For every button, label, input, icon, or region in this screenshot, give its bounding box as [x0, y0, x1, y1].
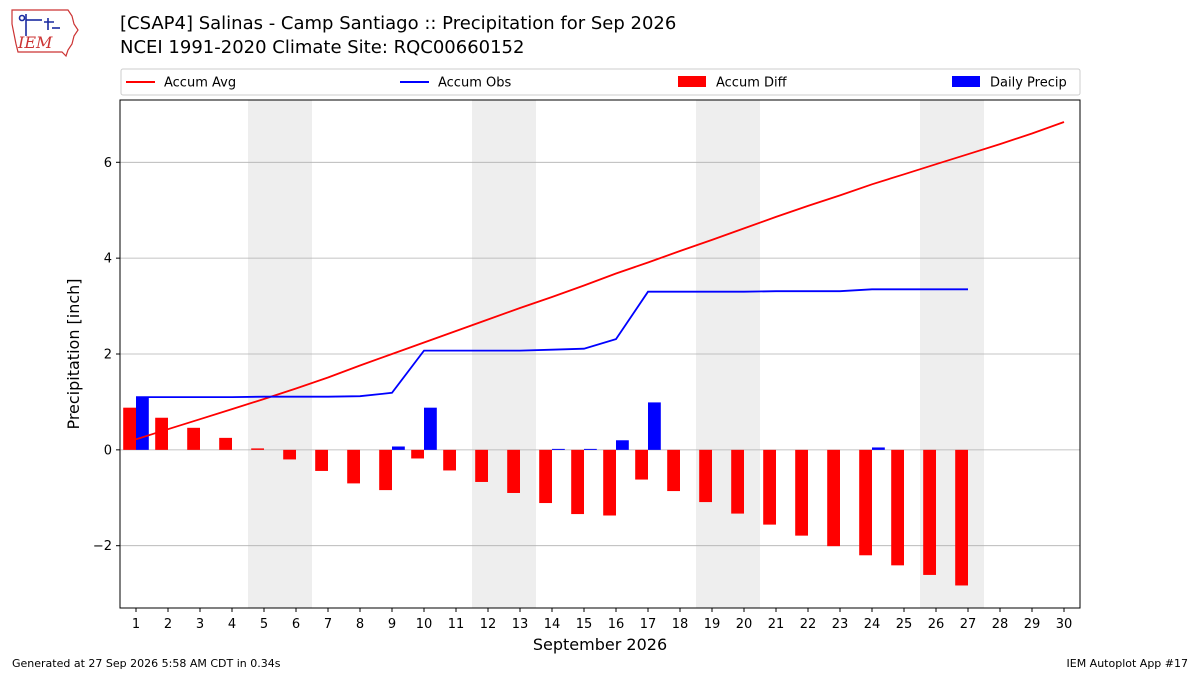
- x-tick-label-3: 3: [196, 617, 204, 632]
- x-tick-label-29: 29: [1024, 617, 1041, 632]
- accum-diff-bar-14: [539, 449, 552, 504]
- accum-diff-bar-21: [763, 449, 776, 525]
- iem-logo: IEM: [11, 9, 79, 58]
- app-note: IEM Autoplot App #17: [1066, 657, 1189, 670]
- x-tick-label-9: 9: [388, 617, 396, 632]
- x-tick-label-28: 28: [992, 617, 1009, 632]
- y-tick-label-2: 2: [104, 348, 112, 363]
- x-tick-label-6: 6: [292, 617, 300, 632]
- accum-diff-bar-13: [507, 449, 520, 493]
- accum-diff-bar-15: [571, 449, 584, 515]
- chart-title: [CSAP4] Salinas - Camp Santiago :: Preci…: [120, 12, 676, 60]
- legend-frame: [120, 68, 1081, 96]
- daily-precip-bar-10: [424, 407, 437, 450]
- plot-frame: [119, 99, 1081, 609]
- x-tick-label-4: 4: [228, 617, 236, 632]
- accum-diff-bar-3: [187, 427, 200, 450]
- accum-diff-bar-24: [859, 449, 872, 556]
- y-tick-label-6: 6: [104, 156, 112, 171]
- accum-diff-bar-6: [283, 449, 296, 460]
- x-tick-label-26: 26: [928, 617, 945, 632]
- legend-label-accum-avg: Accum Avg: [164, 76, 236, 91]
- accum-diff-bar-8: [347, 449, 360, 484]
- accum-diff-bar-11: [443, 449, 456, 471]
- accum-avg-line: [135, 121, 1065, 441]
- accum-diff-bar-4: [219, 437, 232, 450]
- x-tick-label-30: 30: [1056, 617, 1073, 632]
- x-tick-label-18: 18: [672, 617, 689, 632]
- accum-diff-bar-25: [891, 449, 904, 566]
- x-tick-label-17: 17: [640, 617, 657, 632]
- x-tick-label-12: 12: [480, 617, 497, 632]
- title-line-2: NCEI 1991-2020 Climate Site: RQC00660152: [120, 37, 525, 58]
- accum-diff-bar-17: [635, 449, 648, 480]
- x-tick-label-22: 22: [800, 617, 817, 632]
- y-tick-label-4: 4: [104, 252, 112, 267]
- x-tick-label-7: 7: [324, 617, 332, 632]
- accum-obs-line: [136, 288, 968, 399]
- x-tick-label-24: 24: [864, 617, 881, 632]
- legend-label-accum-diff: Accum Diff: [716, 76, 788, 91]
- accum-diff-bar-5: [251, 448, 264, 450]
- daily-precip-bar-17: [648, 402, 661, 450]
- daily-precip-bar-9: [392, 446, 405, 450]
- x-tick-label-10: 10: [416, 617, 433, 632]
- legend-label-accum-obs: Accum Obs: [438, 76, 511, 91]
- accum-diff-bar-2: [155, 417, 168, 450]
- title-line-1: [CSAP4] Salinas - Camp Santiago :: Preci…: [120, 13, 677, 34]
- x-tick-label-19: 19: [704, 617, 721, 632]
- x-tick-label-2: 2: [164, 617, 172, 632]
- x-tick-label-20: 20: [736, 617, 753, 632]
- x-tick-label-14: 14: [544, 617, 561, 632]
- legend-swatch-daily-precip: [952, 76, 980, 87]
- x-tick-label-16: 16: [608, 617, 625, 632]
- legend-swatch-accum-diff: [678, 76, 706, 87]
- x-axis-label: September 2026: [533, 635, 667, 654]
- x-tick-label-15: 15: [576, 617, 593, 632]
- x-tick-label-1: 1: [132, 617, 140, 632]
- x-tick-label-5: 5: [260, 617, 268, 632]
- legend-label-daily-precip: Daily Precip: [990, 76, 1067, 91]
- accum-diff-bar-9: [379, 449, 392, 491]
- accum-diff-bar-1: [123, 407, 136, 450]
- accum-diff-bar-18: [667, 449, 680, 492]
- accum-diff-bar-7: [315, 449, 328, 471]
- x-tick-label-27: 27: [960, 617, 977, 632]
- accum-diff-bar-27: [955, 449, 968, 586]
- accum-diff-bar-20: [731, 449, 744, 514]
- iem-logo-text: IEM: [17, 33, 53, 52]
- daily-precip-bar-24: [872, 447, 885, 450]
- x-tick-label-11: 11: [448, 617, 465, 632]
- y-tick-label--2: −2: [93, 539, 112, 554]
- y-axis-label: Precipitation [inch]: [64, 278, 83, 429]
- accum-diff-bar-10: [411, 449, 424, 459]
- accum-diff-bar-19: [699, 449, 712, 503]
- x-tick-label-23: 23: [832, 617, 849, 632]
- x-tick-label-13: 13: [512, 617, 529, 632]
- x-tick-label-25: 25: [896, 617, 913, 632]
- daily-precip-bar-16: [616, 440, 629, 450]
- daily-precip-bar-14: [552, 448, 565, 450]
- y-tick-label-0: 0: [104, 443, 112, 458]
- generated-note: Generated at 27 Sep 2026 5:58 AM CDT in …: [12, 657, 281, 670]
- iowa-outline-icon: [11, 9, 79, 58]
- accum-diff-bar-12: [475, 449, 488, 482]
- x-tick-label-8: 8: [356, 617, 364, 632]
- accum-diff-bar-22: [795, 449, 808, 536]
- accum-diff-bar-26: [923, 449, 936, 575]
- accum-diff-bar-23: [827, 449, 840, 547]
- daily-precip-bar-1: [136, 397, 149, 450]
- weather-instrument-icon: [18, 14, 60, 36]
- daily-precip-bar-15: [584, 448, 597, 450]
- x-tick-label-21: 21: [768, 617, 785, 632]
- accum-diff-bar-16: [603, 449, 616, 516]
- legend: Accum Avg Accum Obs Accum Diff Daily Precip: [120, 68, 1081, 96]
